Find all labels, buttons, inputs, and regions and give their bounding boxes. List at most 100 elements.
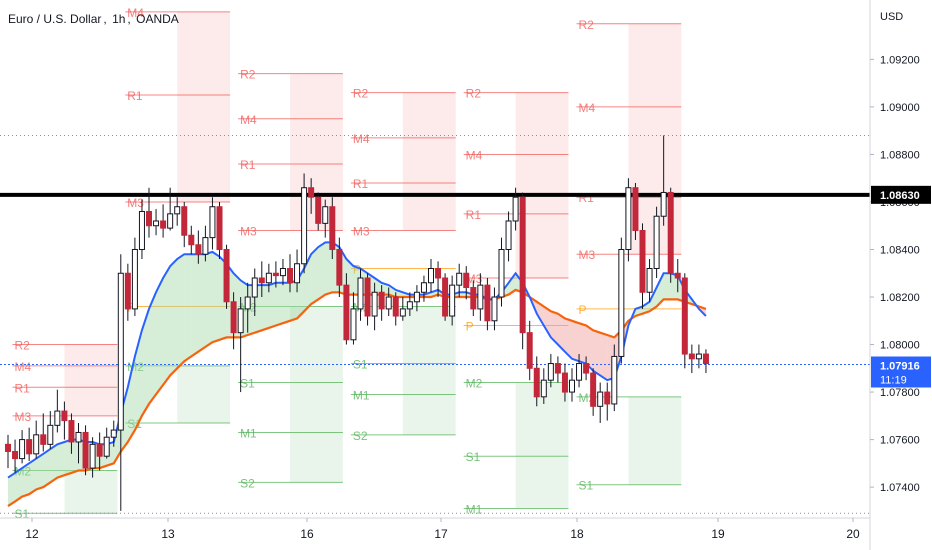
candle-down bbox=[639, 229, 646, 293]
slow-ma-line bbox=[7, 288, 707, 508]
candle-down bbox=[583, 363, 590, 374]
price-tick-label: 1.07600 bbox=[880, 435, 920, 447]
pivot-zone bbox=[628, 396, 682, 485]
candle-down bbox=[40, 434, 47, 445]
pivot-label-m1: M1 bbox=[353, 388, 370, 402]
pivot-label-m3: M3 bbox=[127, 196, 144, 210]
price-axis-background bbox=[871, 0, 932, 550]
ma-cloud-segment bbox=[656, 273, 664, 307]
ma-cloud-segment bbox=[36, 453, 44, 490]
candle-up bbox=[576, 363, 583, 381]
candle-up bbox=[202, 237, 209, 255]
pivot-label-m3: M3 bbox=[578, 248, 595, 262]
candle-up bbox=[625, 187, 632, 250]
pivot-zone bbox=[177, 365, 231, 423]
candle-down bbox=[272, 272, 279, 277]
pivot-zone bbox=[64, 344, 118, 366]
ma-cloud-segment bbox=[149, 292, 157, 404]
pivot-zone bbox=[64, 365, 118, 388]
ma-cloud-segment bbox=[508, 273, 516, 295]
ma-cloud-segment bbox=[22, 463, 30, 497]
ma-cloud-segment bbox=[557, 313, 565, 352]
time-tick-label: 16 bbox=[300, 527, 314, 541]
pivot-label-r1: R1 bbox=[14, 381, 30, 395]
ma-cloud-segment bbox=[572, 320, 580, 362]
candle-down bbox=[392, 296, 399, 317]
price-tick-label: 1.08400 bbox=[880, 244, 920, 256]
candle-up bbox=[491, 296, 498, 322]
pivot-label-p: P bbox=[127, 301, 135, 315]
candle-up bbox=[420, 282, 427, 293]
ma-cloud-segment bbox=[318, 242, 326, 300]
title-separator-2: , bbox=[127, 12, 131, 26]
ma-cloud-segment bbox=[156, 278, 164, 395]
candle-up bbox=[413, 291, 420, 303]
candle-up bbox=[89, 443, 96, 469]
candle-up bbox=[597, 391, 604, 407]
pivot-label-m4: M4 bbox=[466, 148, 483, 162]
ma-cloud-segment bbox=[127, 356, 135, 442]
ma-cloud-segment bbox=[311, 247, 319, 305]
price-tick-label: 1.07400 bbox=[880, 482, 920, 494]
key-level-badge bbox=[871, 185, 931, 204]
ma-cloud-segment bbox=[586, 325, 594, 371]
pivot-label-m4: M4 bbox=[353, 132, 370, 146]
pivot-zone bbox=[177, 95, 231, 202]
ma-cloud-segment bbox=[191, 254, 199, 357]
pivot-label-m2: M2 bbox=[466, 377, 483, 391]
bar-countdown: 11:19 bbox=[880, 375, 907, 387]
ma-layer bbox=[7, 241, 707, 508]
candle-down bbox=[308, 187, 315, 198]
candle-up bbox=[244, 296, 251, 310]
candle-down bbox=[604, 391, 611, 405]
pivot-label-s2: S2 bbox=[240, 476, 255, 490]
pivot-zone bbox=[64, 387, 118, 416]
candle-down bbox=[343, 284, 350, 341]
candle-down bbox=[484, 284, 491, 322]
pivot-label-p: P bbox=[353, 263, 361, 277]
candle-down bbox=[315, 196, 322, 224]
exchange: OANDA bbox=[136, 12, 179, 26]
candle-down bbox=[230, 301, 237, 334]
ma-cloud-segment bbox=[43, 449, 51, 488]
pivot-label-m1: M1 bbox=[240, 426, 257, 440]
candle-down bbox=[681, 277, 688, 355]
pivot-label-r2: R2 bbox=[353, 87, 369, 101]
candle-up bbox=[167, 213, 174, 229]
pivot-label-m1: M1 bbox=[466, 502, 483, 516]
pivot-zone bbox=[402, 92, 456, 138]
ma-cloud-segment bbox=[134, 330, 142, 431]
candle-up bbox=[251, 277, 258, 298]
pivot-label-r1: R1 bbox=[353, 177, 369, 191]
ma-cloud-segment bbox=[642, 301, 650, 314]
ma-cloud-segment bbox=[212, 251, 220, 343]
pivot-label-r2: R2 bbox=[578, 18, 594, 32]
ma-cloud-segment bbox=[184, 254, 192, 362]
candle-up bbox=[54, 410, 61, 426]
candle-down bbox=[470, 287, 477, 310]
ma-cloud-segment bbox=[170, 259, 178, 376]
pivot-label-m3: M3 bbox=[14, 410, 31, 424]
candle-down bbox=[5, 443, 11, 452]
ma-cloud-segment bbox=[325, 242, 333, 295]
ma-cloud-segment bbox=[579, 323, 587, 364]
candle-down bbox=[329, 206, 336, 250]
pivot-zone bbox=[290, 382, 343, 433]
level-lines-layer bbox=[0, 134, 870, 514]
ma-cloud-segment bbox=[268, 282, 276, 328]
candle-up bbox=[301, 187, 308, 265]
ma-cloud-segment bbox=[57, 441, 65, 478]
ma-cloud-segment bbox=[459, 292, 467, 298]
ma-cloud-segment bbox=[593, 330, 601, 376]
candle-up bbox=[646, 268, 653, 293]
pivot-zone bbox=[177, 11, 231, 96]
candle-up bbox=[653, 215, 660, 270]
candle-up bbox=[47, 424, 54, 445]
candle-up bbox=[385, 296, 392, 310]
ma-cloud-segment bbox=[71, 439, 79, 473]
fast-ma-line bbox=[7, 241, 707, 479]
pivot-zone bbox=[515, 456, 569, 509]
pivot-label-r1: R1 bbox=[240, 158, 256, 172]
